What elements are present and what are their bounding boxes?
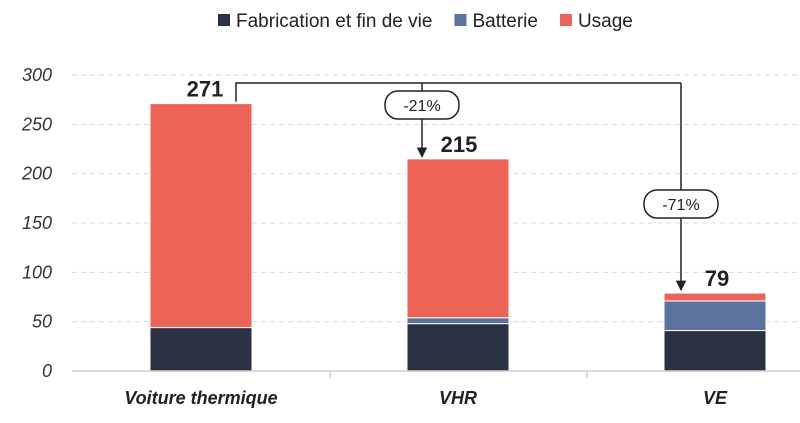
total-label: 79 — [705, 266, 729, 291]
annotation-box — [643, 189, 719, 219]
y-tick-label: 50 — [32, 312, 52, 332]
legend-swatch — [559, 14, 572, 26]
x-axis: Voiture thermique VHR VE — [72, 370, 800, 408]
y-tick-label: 200 — [21, 164, 52, 184]
legend-label: Usage — [578, 11, 633, 32]
y-axis: 0 50 100 150 200 250 300 — [21, 65, 52, 381]
annotation-label: -21% — [403, 98, 440, 115]
y-tick-label: 300 — [22, 65, 52, 85]
annotation-box — [384, 90, 460, 120]
legend: Fabrication et fin de vie Batterie Usage — [218, 11, 633, 32]
annotations: -21% -71% — [235, 82, 719, 292]
bar-segment — [406, 158, 510, 319]
connector-line — [235, 82, 681, 102]
total-label: 271 — [187, 77, 224, 102]
legend-label: Batterie — [472, 11, 537, 32]
legend-swatch — [218, 14, 230, 26]
bar-segment — [663, 292, 767, 302]
y-tick-label: 250 — [21, 114, 52, 134]
bar-segment — [663, 300, 767, 332]
x-category-label: Voiture thermique — [124, 388, 277, 408]
annotation-label: -71% — [662, 197, 699, 214]
bar-segment — [149, 103, 253, 329]
x-category-label: VHR — [439, 388, 477, 408]
bar-segment — [406, 323, 510, 372]
x-category-label: VE — [703, 388, 728, 408]
legend-label: Fabrication et fin de vie — [236, 11, 432, 32]
y-tick-label: 150 — [22, 213, 52, 233]
bars — [149, 103, 767, 372]
bar-segment — [406, 317, 510, 325]
legend-swatch — [454, 14, 467, 26]
bar-segment — [663, 330, 767, 372]
total-labels: 271 215 79 — [187, 77, 730, 291]
y-tick-label: 0 — [42, 361, 52, 381]
bar-segment — [149, 327, 253, 372]
total-label: 215 — [441, 132, 478, 157]
y-tick-label: 100 — [22, 262, 52, 282]
